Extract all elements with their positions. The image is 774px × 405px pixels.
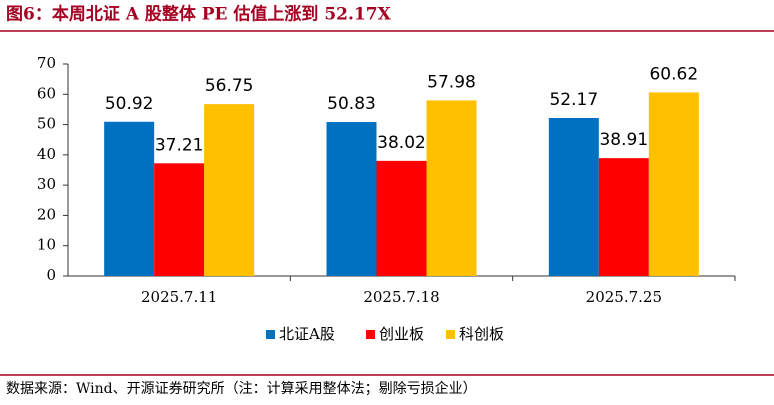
bar [326,122,377,277]
bar [548,117,599,277]
bar [598,158,649,276]
y-tick-label: 70 [37,54,56,72]
y-tick-label: 50 [37,115,56,133]
x-tick-label: 2025.7.25 [586,288,662,306]
legend-swatch [266,330,275,339]
bar [376,160,427,276]
x-tick-label: 2025.7.11 [141,288,217,306]
value-label: 38.02 [377,133,426,153]
value-label: 50.92 [105,94,154,114]
value-label: 50.83 [327,94,376,114]
value-label: 60.62 [649,64,698,84]
y-tick-label: 40 [37,145,56,163]
bar [204,104,255,276]
legend-swatch [366,330,375,339]
bar [154,163,205,276]
value-label: 38.91 [599,130,648,150]
y-tick-label: 10 [37,236,56,254]
y-tick-label: 20 [37,205,56,223]
legend-label: 北证A股 [279,325,335,343]
bar [648,92,699,277]
legend-label: 科创板 [459,325,504,343]
bar [426,100,477,276]
legend-label: 创业板 [379,325,424,343]
bar [104,121,155,276]
y-tick-label: 30 [37,175,56,193]
value-label: 57.98 [427,72,476,92]
y-tick-label: 0 [46,266,56,284]
source-note: 数据来源：Wind、开源证券研究所（注：计算采用整体法；剔除亏损企业） [6,380,477,397]
y-tick-label: 60 [37,84,56,102]
chart-title: 图6：本周北证 A 股整体 PE 估值上涨到 52.17X [6,4,392,25]
value-label: 52.17 [549,90,598,110]
value-label: 56.75 [205,76,254,96]
legend-swatch [446,330,455,339]
value-label: 37.21 [155,135,204,155]
x-tick-label: 2025.7.18 [363,288,439,306]
